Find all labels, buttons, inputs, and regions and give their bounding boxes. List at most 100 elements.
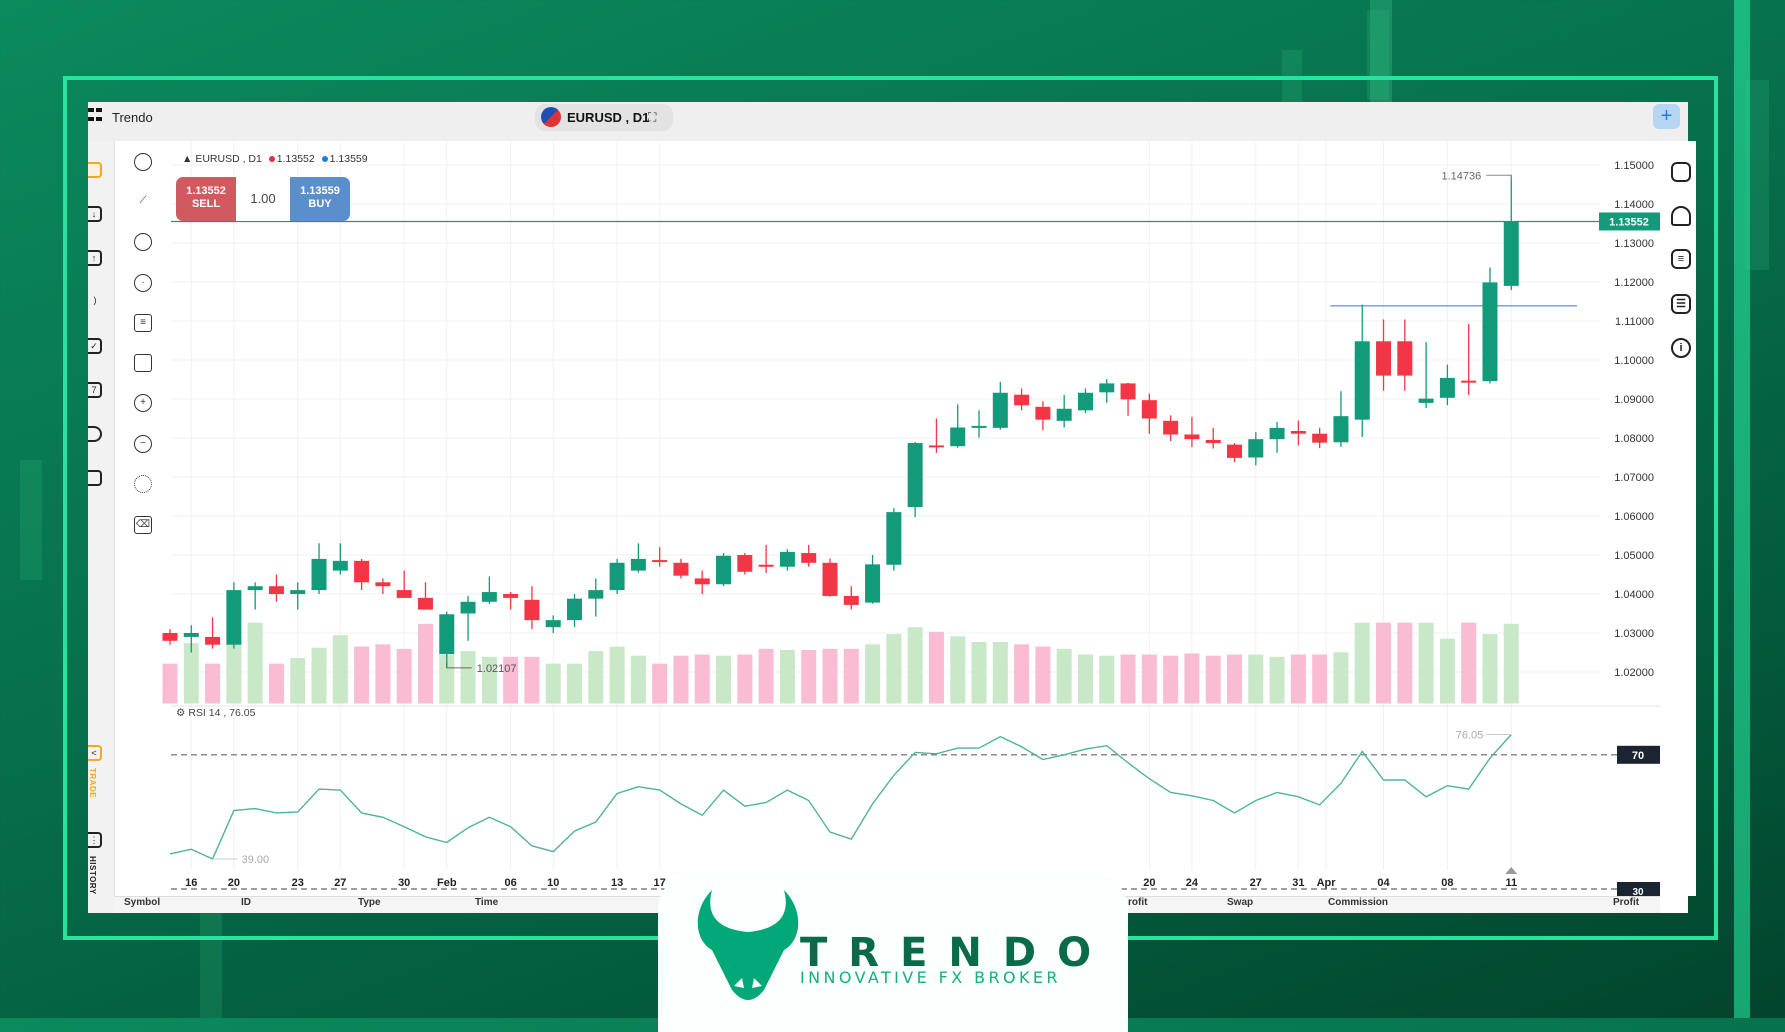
- candle-body: [1333, 416, 1349, 443]
- chart-icon[interactable]: [88, 162, 102, 178]
- candle-body: [609, 562, 625, 591]
- info-icon[interactable]: i: [1671, 338, 1691, 358]
- sell-price: 1.13552: [186, 185, 226, 197]
- high-price-label: 1.14736: [1442, 170, 1482, 182]
- apps-grid-icon[interactable]: [88, 108, 102, 124]
- rsi-30-label: 30: [1632, 887, 1644, 898]
- price-tick-label: 1.06000: [1614, 511, 1654, 523]
- bell-icon[interactable]: [1671, 206, 1691, 226]
- col-commission[interactable]: Commission: [1328, 897, 1389, 908]
- volume-bar: [1397, 622, 1413, 704]
- col-symbol[interactable]: Symbol: [124, 897, 161, 908]
- volume-bar: [1099, 655, 1115, 704]
- volume-bar: [652, 663, 668, 704]
- tasks-icon[interactable]: ✓: [88, 338, 102, 354]
- col-id[interactable]: ID: [241, 897, 251, 908]
- buy-price: 1.13559: [300, 185, 340, 197]
- x-tick-label: 20: [228, 877, 240, 889]
- clock-tool-icon[interactable]: [134, 153, 152, 171]
- scroll-to-latest-icon: [1505, 867, 1518, 874]
- indicator-gear-icon[interactable]: ⚙: [176, 707, 186, 719]
- candle-body: [1376, 341, 1392, 376]
- candle-body: [1205, 439, 1221, 444]
- low-price-label: 1.02107: [477, 663, 517, 675]
- candle-body: [1248, 439, 1264, 458]
- candle-body: [524, 599, 540, 621]
- menu-icon[interactable]: ≡: [1671, 249, 1691, 269]
- candle-body: [1312, 433, 1328, 443]
- volume-bar: [354, 646, 370, 704]
- volume-bar: [843, 648, 859, 704]
- pie-tool-icon[interactable]: [134, 233, 152, 251]
- collapse-triangle-icon[interactable]: ▲: [182, 153, 193, 165]
- price-tick-label: 1.02000: [1614, 667, 1654, 679]
- candle-body: [1056, 408, 1072, 421]
- volume-bar: [1014, 644, 1030, 704]
- candle-body: [460, 601, 476, 614]
- current-price-text: 1.13552: [1609, 216, 1649, 228]
- candle-body: [183, 633, 199, 637]
- rsi-indicator-title[interactable]: ⚙ RSI 14 , 76.05: [176, 707, 255, 719]
- sell-button[interactable]: 1.13552 SELL: [176, 177, 236, 221]
- withdraw-icon[interactable]: ↑: [88, 250, 102, 266]
- chart-background: [171, 141, 1660, 896]
- history-icon[interactable]: ⋮: [88, 832, 102, 848]
- chat-icon[interactable]: [1671, 162, 1691, 182]
- candle-body: [1099, 383, 1115, 393]
- trade-icon[interactable]: <: [88, 745, 102, 761]
- volume-bar: [1482, 634, 1498, 704]
- target-tool-icon[interactable]: ·: [134, 274, 152, 292]
- candle-body: [290, 590, 306, 594]
- list-icon[interactable]: ☰: [1671, 294, 1691, 314]
- candle-body: [822, 562, 838, 596]
- low-leader-line: [446, 661, 472, 669]
- col-profit-partial[interactable]: rofit: [1128, 897, 1148, 908]
- background-candle: [1370, 0, 1392, 110]
- volume-bar: [694, 654, 710, 704]
- col-type[interactable]: Type: [358, 897, 381, 908]
- calendar-icon[interactable]: 7: [88, 382, 102, 398]
- rsi-title-text: RSI 14 , 76.05: [188, 707, 256, 719]
- layers-tool-icon[interactable]: [134, 354, 152, 372]
- candle-body: [311, 558, 327, 591]
- volume-bar: [1163, 655, 1179, 704]
- add-chart-button[interactable]: +: [1653, 104, 1680, 129]
- x-tick-label: 17: [654, 877, 666, 889]
- candle-body: [886, 512, 902, 565]
- volume-bar: [417, 623, 433, 704]
- zoom-out-icon[interactable]: −: [134, 435, 152, 453]
- col-time[interactable]: Time: [475, 897, 499, 908]
- price-tick-label: 1.11000: [1615, 316, 1654, 328]
- eu-us-flag-icon: [541, 107, 561, 127]
- trendline-tool-icon[interactable]: ⟋: [139, 195, 147, 206]
- settings-gear-icon[interactable]: [134, 475, 152, 493]
- volume-bar: [673, 655, 689, 704]
- col-swap[interactable]: Swap: [1227, 897, 1254, 908]
- deposit-icon[interactable]: ↓: [88, 206, 102, 222]
- clock-icon[interactable]: [88, 426, 102, 442]
- fullscreen-icon[interactable]: ⛶: [648, 110, 657, 124]
- volume-bar: [907, 627, 923, 704]
- gift-icon[interactable]: [88, 470, 102, 486]
- price-tick-label: 1.03000: [1614, 628, 1654, 640]
- col-profit[interactable]: Profit: [1613, 897, 1640, 908]
- background-candle: [1745, 80, 1769, 270]
- note-tool-icon[interactable]: ≡: [134, 314, 152, 332]
- buy-button[interactable]: 1.13559 BUY: [290, 177, 350, 221]
- history-tab-label[interactable]: HISTORY: [88, 856, 97, 895]
- trade-tab-label[interactable]: TRADE: [88, 768, 97, 799]
- volume-bar: [1376, 622, 1392, 704]
- trash-icon[interactable]: ⌫: [134, 516, 152, 534]
- signal-icon[interactable]: ): [93, 295, 97, 305]
- lot-size-input[interactable]: 1.00: [236, 177, 290, 221]
- zoom-in-icon[interactable]: +: [134, 394, 152, 412]
- candle-body: [652, 560, 668, 563]
- volume-bar: [928, 631, 944, 704]
- volume-bar: [1269, 656, 1285, 704]
- legend-symbol: EURUSD , D1: [195, 153, 262, 165]
- candle-body: [247, 586, 263, 591]
- volume-bar: [1461, 622, 1477, 704]
- volume-bar: [779, 649, 795, 704]
- candle-body: [673, 562, 689, 576]
